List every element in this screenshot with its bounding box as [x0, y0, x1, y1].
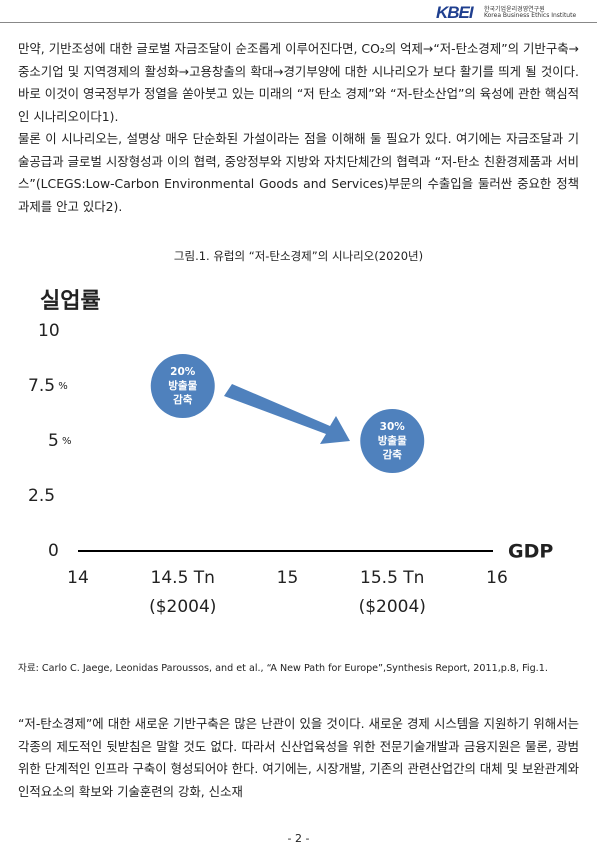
point: [360, 409, 425, 473]
y-tick-label: 0: [48, 541, 59, 561]
paragraph: 물론 이 시나리오는, 설명상 매우 단순화된 가설이라는 점을 이해해 둘 필…: [18, 131, 579, 214]
point-label: 20% 방출물 감축: [168, 366, 198, 406]
arrow: [224, 384, 350, 444]
chart-svg: 실업률 GDP 0 2.5 5 % 7.5 % 10: [28, 289, 553, 563]
x-tick-label: 15.5 Tn ($2004): [358, 568, 426, 617]
y-axis-label: 실업률: [40, 289, 101, 314]
logo: KBEI: [436, 3, 474, 22]
y-tick-label: 10: [38, 321, 60, 341]
paragraph: 만약, 기반조성에 대한 글로벌 자금조달이 순조롭게 이루어진다면, CO₂의…: [18, 41, 579, 124]
org-name-en: Korea Business Ethics Institute: [484, 12, 577, 19]
org-name: 한국기업윤리경영연구원: [484, 6, 545, 13]
chart: 실업률 GDP 0 2.5 5 % 7.5 % 10 14 14.5 Tn ($2004)…: [0, 280, 597, 630]
y-tick-label: 7.5 %: [28, 376, 68, 396]
x-tick-label: 14: [67, 568, 89, 588]
page-number: - 2 -: [287, 832, 310, 845]
point-label: 30% 방출물 감축: [377, 421, 407, 461]
figure-caption: 그림.1. 유럽의 “저-탄소경제”의 시나리오(2020년): [173, 249, 424, 263]
x-tick-label: 16: [486, 568, 508, 588]
x-tick-label: 15: [276, 568, 299, 588]
paragraph: “저-탄소경제”에 대한 새로운 기반구축은 많은 난관이 있을 것이다. 새로…: [18, 716, 579, 799]
x-tick-label: 14.5 Tn ($2004): [149, 568, 217, 617]
source: 자료: Carlo C. Jaege, Leonidas Paroussos, …: [18, 663, 548, 674]
y-tick-label: 5 %: [48, 431, 72, 451]
y-tick-label: 2.5: [28, 486, 55, 506]
point: [150, 354, 215, 418]
header-rule: [0, 22, 597, 23]
x-axis-label: GDP: [508, 541, 553, 563]
